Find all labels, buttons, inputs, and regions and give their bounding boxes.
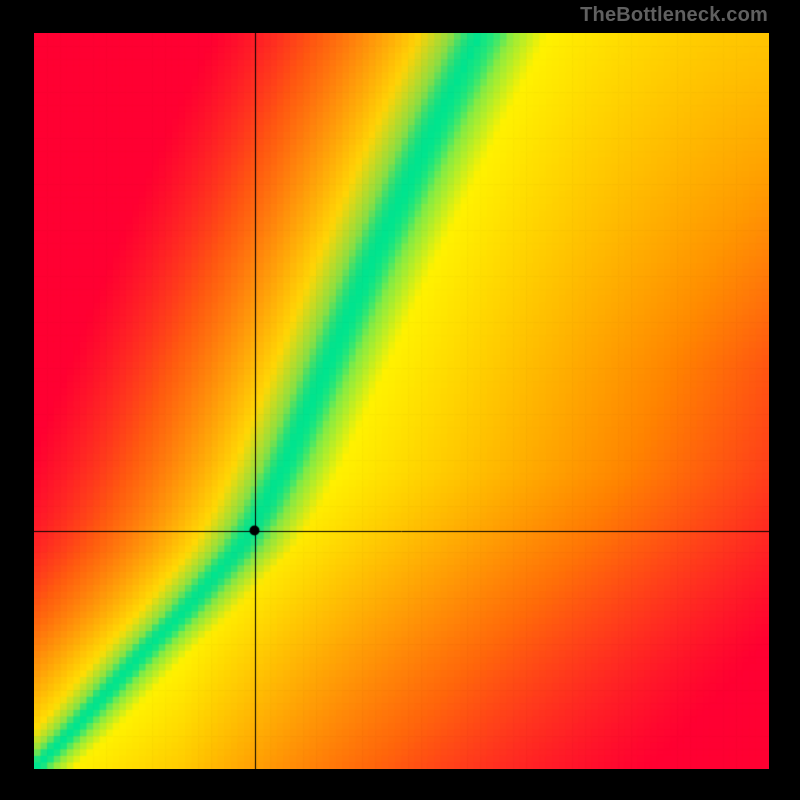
watermark-text: TheBottleneck.com [580,4,768,27]
bottleneck-heatmap-canvas [34,33,769,769]
bottleneck-chart-container: TheBottleneck.com [0,0,800,800]
